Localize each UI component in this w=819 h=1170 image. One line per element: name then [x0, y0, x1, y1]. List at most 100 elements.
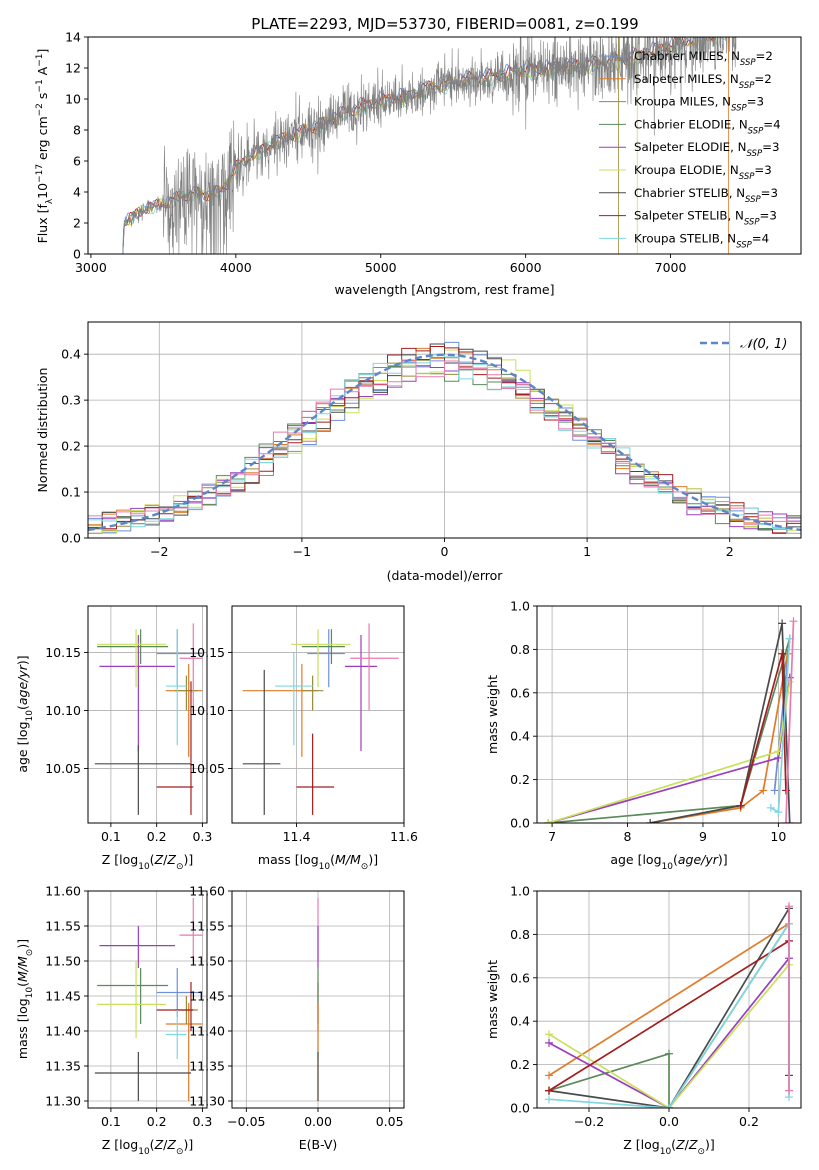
y-tick-label: 0.8 [510, 927, 530, 942]
label-part: Flux [f [35, 204, 50, 244]
label-part: 10 [35, 183, 50, 199]
x-tick-label: 0.3 [192, 1114, 212, 1129]
axes-frame [536, 605, 802, 824]
plot-area [88, 606, 207, 823]
label-part: ( [671, 1137, 676, 1152]
y-tick-label: 11.45 [45, 989, 81, 1004]
x-tick-label: 0.2 [147, 1114, 167, 1129]
y-tick-label: 0.4 [510, 729, 530, 744]
legend-sub: SSP [739, 81, 755, 91]
legend-sub: SSP [739, 172, 755, 182]
gaussian-curve [88, 353, 801, 532]
mass-weight-marker [785, 1086, 793, 1095]
plot-area [88, 891, 207, 1108]
x-tick-label: 0.0 [659, 1114, 679, 1129]
legend-entry: Chabrier STELIB, NSSP=3 [634, 186, 778, 205]
legend-name: Salpeter MILES, N [634, 72, 739, 86]
label-part: age [log [15, 721, 30, 772]
legend-entry: Kroupa MILES, NSSP=3 [634, 95, 764, 114]
legend-entry: Kroupa STELIB, NSSP=4 [634, 231, 769, 250]
axes-frame [87, 321, 802, 539]
mass-weight-marker [774, 808, 783, 817]
label-part: Z [log [623, 1137, 659, 1152]
label-part: ] [35, 49, 50, 54]
y-axis-label: mass [log10(M/M⊙)] [15, 939, 35, 1059]
x-axis-label: E(B-V) [299, 1137, 338, 1152]
y-tick-label: 11.60 [189, 884, 225, 899]
y-axis-label: Flux [fλ10−17 erg cm−2 s−1 A−1] [35, 49, 55, 244]
label-part: ( [150, 852, 155, 867]
label-part: 10 [662, 862, 674, 872]
y-tick-label: 2 [73, 216, 81, 231]
mass-weight-marker [544, 819, 553, 823]
label-part: −1 [35, 54, 45, 67]
mass-weight-line [785, 621, 795, 823]
label-part: Z [166, 852, 176, 867]
legend-name: Chabrier ELODIE, N [634, 117, 748, 131]
y-tick-label: 10.05 [45, 761, 81, 776]
x-axis-label: wavelength [Angstrom, rest frame] [334, 282, 554, 297]
y-tick-label: 1.0 [510, 884, 530, 899]
x-tick-label: 11.6 [390, 829, 418, 844]
y-tick-label: 11.50 [45, 954, 81, 969]
x-tick-label: 6000 [510, 260, 542, 275]
label-part: M/M [15, 956, 30, 982]
legend-entry: Salpeter STELIB, NSSP=3 [634, 209, 777, 228]
x-tick-label: −0.2 [574, 1114, 604, 1129]
mass-weight-line [548, 940, 790, 1092]
y-tick-label: 8 [73, 123, 81, 138]
y-tick-label: 1.0 [510, 599, 530, 614]
x-tick-label: 0.1 [101, 1114, 121, 1129]
legend-count: =3 [762, 140, 779, 154]
label-part: Z [log [102, 1137, 138, 1152]
label-part: Z [166, 1137, 176, 1152]
label-part: age/yr [15, 664, 30, 705]
x-tick-label: −1 [293, 544, 311, 559]
legend-entry: Chabrier ELODIE, NSSP=4 [634, 117, 781, 136]
legend-name: Kroupa STELIB, N [634, 231, 736, 245]
mass-weight-line [773, 638, 791, 791]
axes-frame [87, 36, 802, 255]
label-part: mass [log [15, 998, 30, 1059]
label-part: ⊙ [361, 862, 369, 872]
legend-count: =4 [752, 231, 769, 245]
y-tick-label: 4 [73, 185, 81, 200]
label-part: 10 [25, 710, 35, 722]
legend-sub: SSP [740, 58, 756, 68]
y-tick-label: 11.30 [45, 1094, 81, 1109]
mass-weight-marker [770, 786, 779, 795]
mass-weight-marker [665, 1104, 673, 1108]
x-axis-label: Z [log10(Z/Z⊙)] [102, 852, 194, 872]
legend-sub: SSP [746, 149, 762, 159]
mass-weight-marker [545, 1030, 553, 1039]
x-tick-label: 8 [624, 829, 632, 844]
mass-weight-line [548, 638, 791, 823]
y-tick-label: 11.55 [45, 919, 81, 934]
x-tick-label: 1 [583, 544, 591, 559]
mass-weight-marker [545, 1038, 553, 1047]
y-tick-label: 0.4 [510, 1014, 530, 1029]
label-part: 10 [138, 862, 150, 872]
x-tick-label: 3000 [75, 260, 107, 275]
y-tick-label: 0.4 [61, 347, 81, 362]
mass-weight-line [548, 964, 790, 1108]
mass-weight-marker [778, 649, 787, 658]
label-part: ( [673, 852, 678, 867]
legend-count: =3 [754, 163, 771, 177]
mass-weight-marker [781, 786, 790, 795]
mass-weight-line [649, 623, 791, 823]
label-part: Z [log [102, 852, 138, 867]
label-part: )] [705, 1137, 715, 1152]
label-part: ( [15, 982, 30, 987]
y-axis-label: mass weight [485, 960, 500, 1039]
y-tick-label: 11.45 [189, 989, 225, 1004]
mass-weight-marker [781, 819, 790, 823]
plot-area [537, 891, 801, 1108]
mass-weight-marker [646, 819, 655, 823]
residual-histogram [88, 359, 801, 532]
x-tick-label: −2 [150, 544, 168, 559]
axes-frame [231, 605, 405, 824]
